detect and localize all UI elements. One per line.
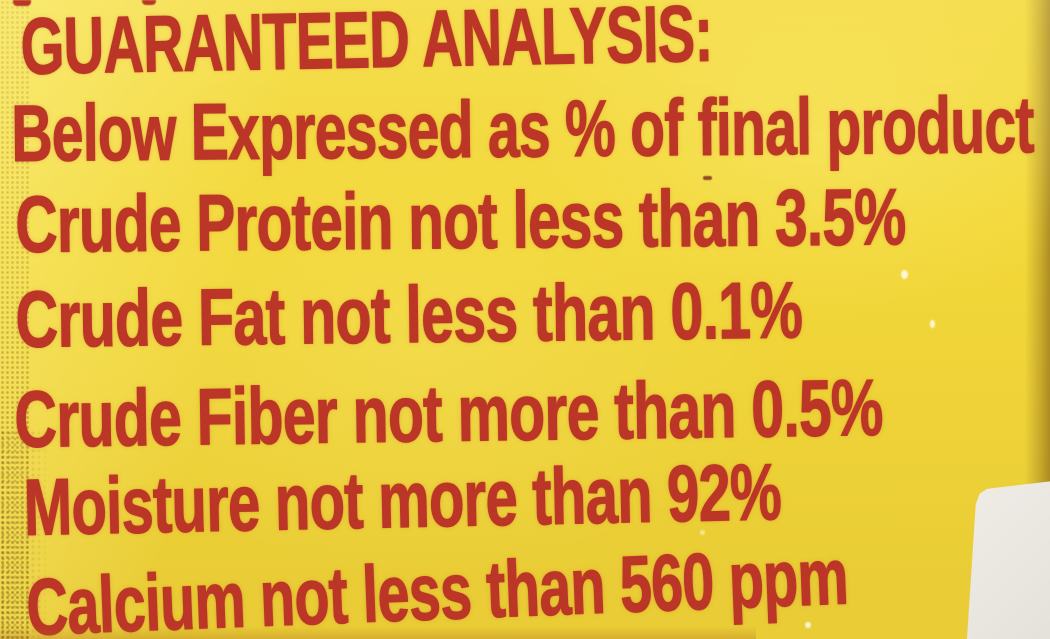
paper-speck bbox=[700, 530, 705, 535]
crude-fat-line: Crude Fat not less than 0.1% bbox=[14, 265, 803, 365]
analysis-subheading: Below Expressed as % of final product bbox=[10, 80, 1035, 179]
halftone-left-edge bbox=[0, 0, 30, 639]
paper-speck bbox=[805, 622, 811, 628]
cutoff-ink-mark bbox=[13, 0, 31, 6]
moisture-line: Moisture not more than 92% bbox=[22, 447, 782, 553]
calcium-line: Calcium not less than 560 ppm bbox=[24, 531, 850, 639]
label-bottom-shading bbox=[0, 626, 756, 639]
paper-speck bbox=[901, 270, 908, 279]
torn-label-edge bbox=[966, 480, 1050, 639]
cutoff-ink-mark bbox=[142, 0, 156, 5]
ink-fleck bbox=[703, 176, 712, 180]
halftone-bottom-left-corner bbox=[0, 430, 52, 639]
paper-speck bbox=[930, 320, 935, 328]
guaranteed-analysis-heading: GUARANTEED ANALYSIS: bbox=[19, 0, 714, 91]
crude-fiber-line: Crude Fiber not more than 0.5% bbox=[13, 362, 884, 464]
crude-protein-line: Crude Protein not less than 3.5% bbox=[14, 172, 906, 270]
